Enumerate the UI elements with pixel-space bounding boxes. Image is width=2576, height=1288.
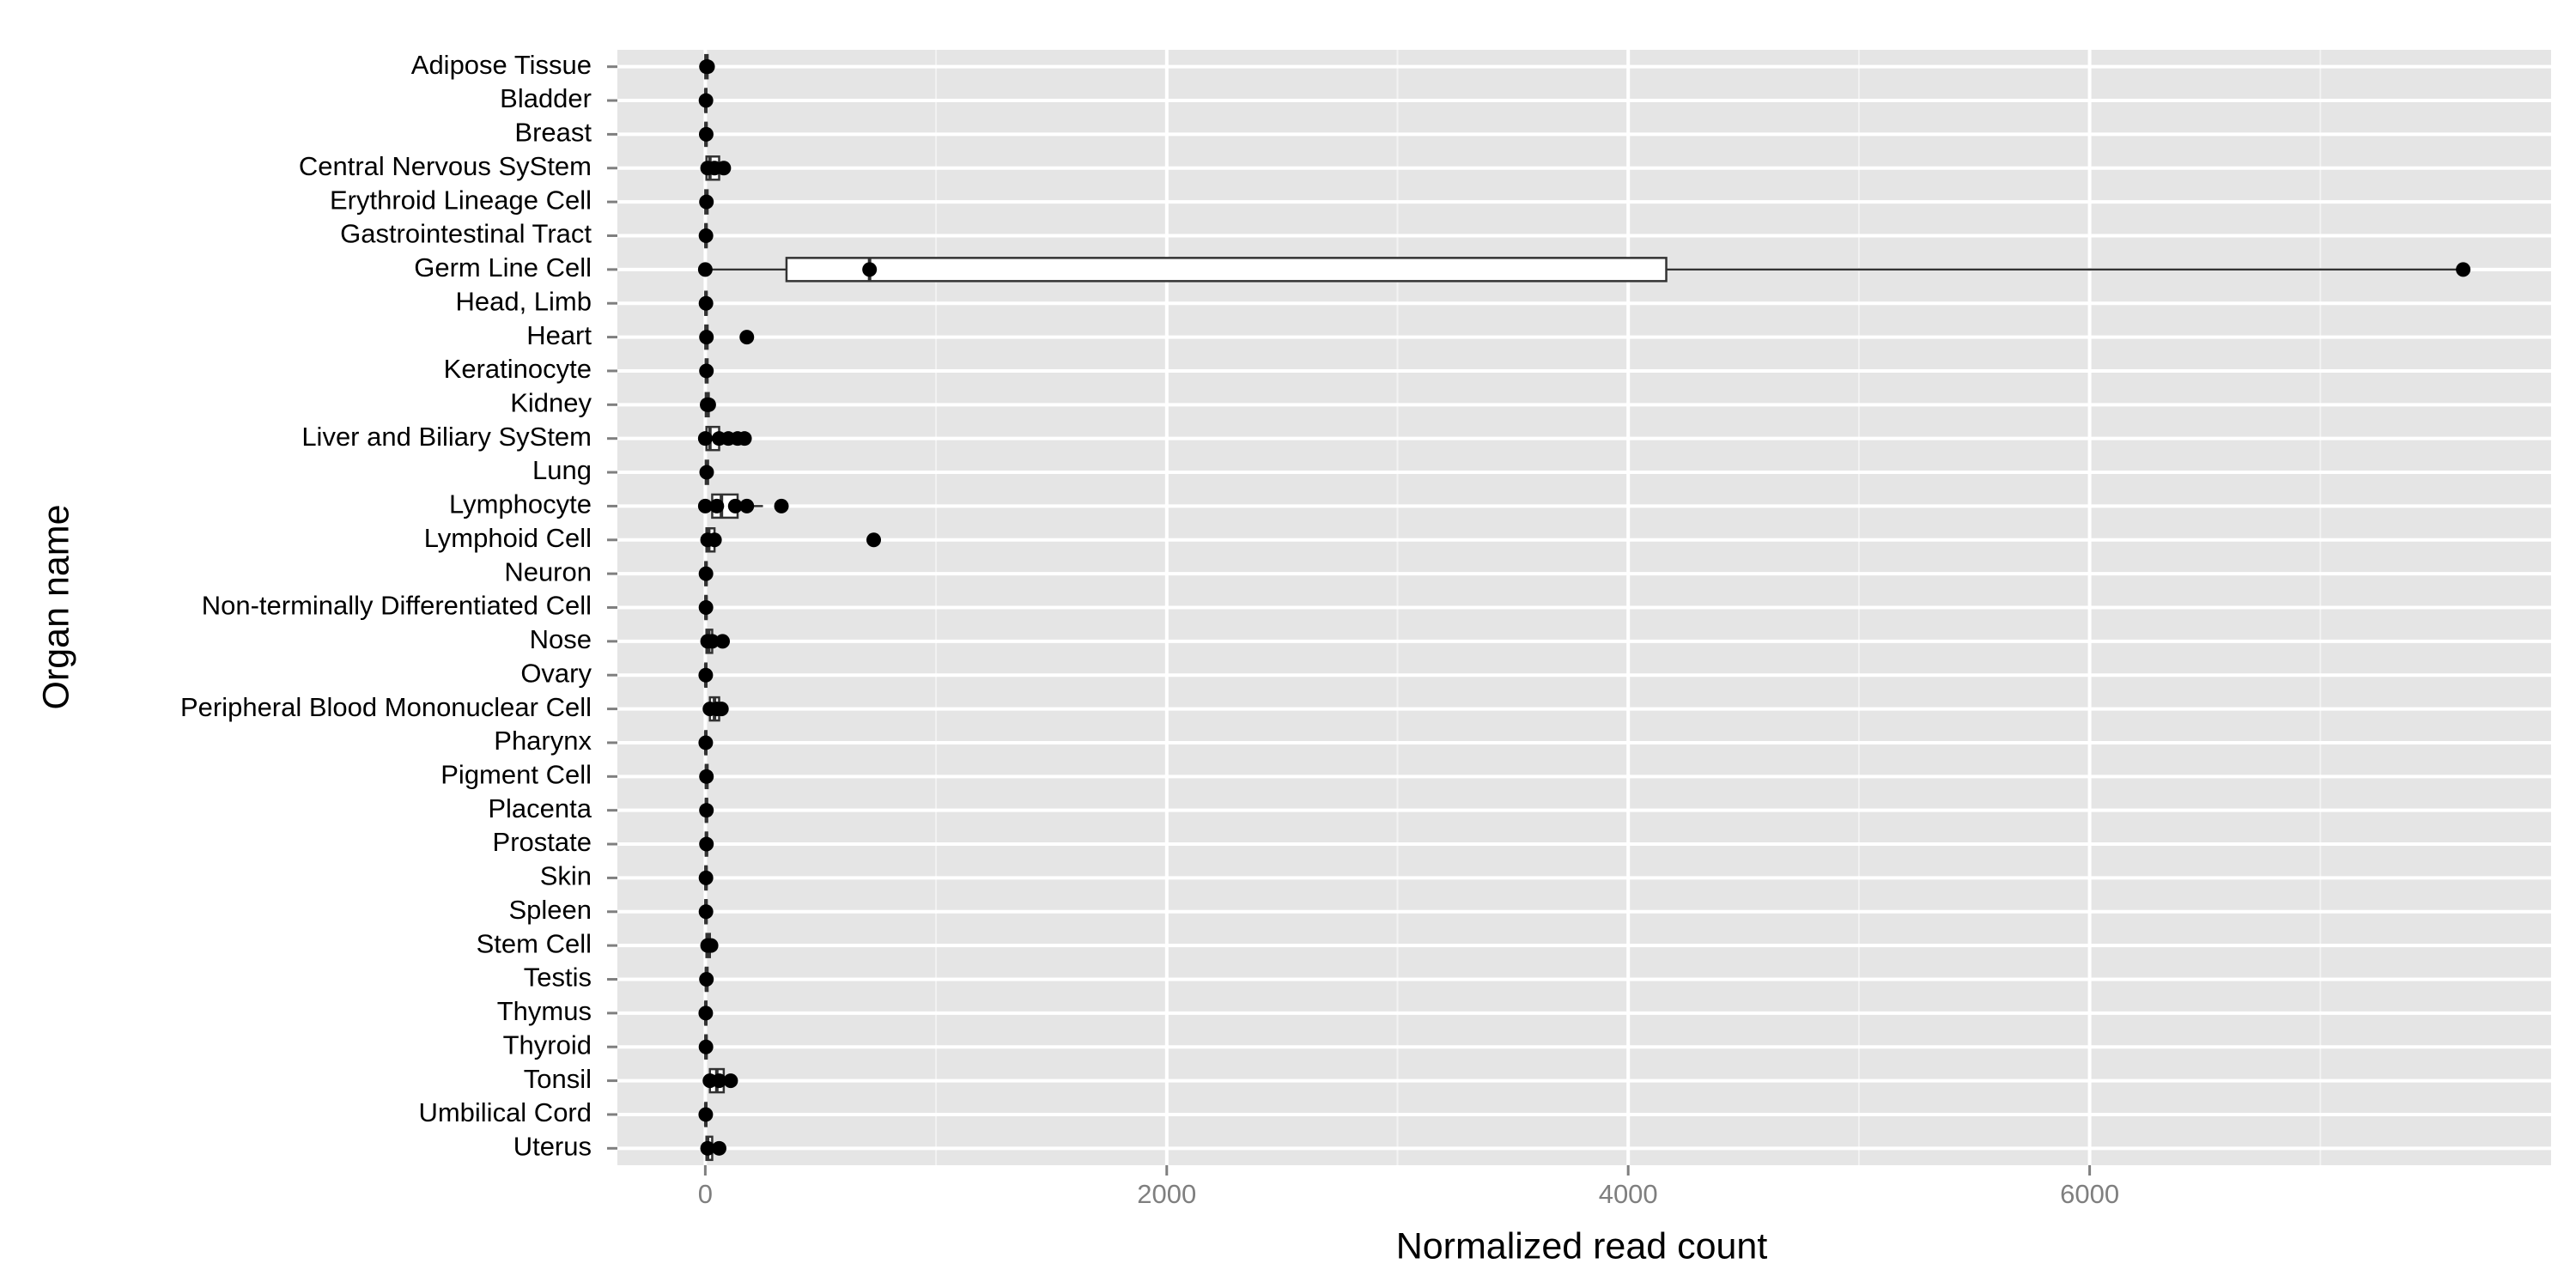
point	[707, 532, 722, 548]
point	[698, 870, 714, 885]
point	[701, 397, 716, 412]
point	[723, 1073, 738, 1089]
point	[739, 330, 755, 345]
point	[699, 972, 714, 987]
point	[698, 904, 714, 920]
y-tick-label: Umbilical Cord	[418, 1097, 592, 1127]
y-tick-label: Thymus	[497, 996, 592, 1026]
y-tick-label: Testis	[524, 963, 592, 993]
point	[711, 1073, 726, 1089]
point	[703, 938, 719, 953]
point	[698, 735, 714, 750]
y-tick-label: Head, Limb	[455, 286, 592, 316]
point	[709, 498, 725, 513]
point	[698, 1005, 714, 1021]
y-tick-label: Bladder	[500, 83, 592, 113]
point	[699, 769, 714, 784]
y-tick-label: Lymphoid Cell	[424, 523, 592, 553]
y-tick-label: Skin	[540, 861, 592, 891]
point	[699, 194, 714, 210]
y-tick-label: Adipose Tissue	[411, 50, 592, 80]
y-tick-label: Non-terminally Differentiated Cell	[202, 591, 592, 621]
point	[700, 1140, 715, 1156]
point	[697, 262, 713, 277]
point	[698, 295, 714, 311]
point	[711, 1140, 726, 1156]
point	[699, 836, 714, 852]
x-tick-label: 0	[698, 1179, 713, 1209]
point	[716, 161, 732, 176]
point	[737, 431, 752, 447]
point	[698, 228, 714, 243]
point	[714, 702, 729, 717]
y-tick-label: Ovary	[520, 658, 592, 688]
point	[774, 498, 789, 513]
point	[727, 498, 743, 513]
point	[699, 363, 714, 379]
box	[785, 257, 1668, 283]
y-tick-label: Heart	[526, 320, 592, 350]
y-tick-label: Uterus	[513, 1132, 592, 1162]
y-tick-label: Keratinocyte	[444, 354, 592, 384]
y-tick-label: Placenta	[488, 793, 592, 823]
point	[698, 1039, 714, 1054]
point	[698, 1107, 714, 1122]
y-tick-label: Liver and Biliary SyStem	[301, 422, 592, 452]
y-tick-label: Peripheral Blood Mononuclear Cell	[180, 692, 592, 722]
y-axis-title: Organ name	[35, 504, 76, 709]
point	[697, 498, 713, 513]
point	[704, 634, 720, 649]
x-tick-label: 6000	[2060, 1179, 2119, 1209]
y-tick-label: Lung	[532, 455, 592, 485]
y-tick-label: Neuron	[504, 556, 592, 586]
point	[699, 803, 714, 818]
y-tick-label: Pharynx	[494, 726, 592, 756]
point	[698, 93, 714, 108]
y-tick-label: Stem Cell	[477, 928, 592, 958]
y-tick-label: Pigment Cell	[440, 760, 592, 790]
y-tick-label: Nose	[530, 624, 592, 654]
point	[698, 600, 714, 615]
y-tick-label: Breast	[514, 118, 592, 148]
x-tick-label: 2000	[1137, 1179, 1196, 1209]
point	[698, 667, 714, 683]
y-tick-label: Central Nervous SyStem	[299, 151, 592, 181]
point	[739, 498, 755, 513]
y-tick-label: Kidney	[510, 388, 592, 418]
point	[866, 532, 882, 548]
point	[715, 634, 731, 649]
y-tick-label: Lymphocyte	[449, 489, 592, 519]
point	[2456, 262, 2471, 277]
point	[699, 330, 714, 345]
y-tick-label: Gastrointestinal Tract	[340, 219, 592, 249]
x-axis-title: Normalized read count	[1396, 1225, 1768, 1267]
y-tick-label: Spleen	[508, 895, 592, 925]
point	[698, 126, 714, 142]
y-tick-label: Erythroid Lineage Cell	[330, 185, 592, 215]
point	[697, 431, 713, 447]
y-tick-label: Thyroid	[503, 1030, 592, 1060]
point	[700, 59, 715, 75]
y-tick-label: Germ Line Cell	[414, 252, 592, 283]
y-tick-label: Tonsil	[524, 1064, 592, 1094]
point	[699, 465, 714, 480]
x-tick-label: 4000	[1599, 1179, 1658, 1209]
point	[862, 262, 878, 277]
y-tick-label: Prostate	[493, 827, 592, 857]
point	[698, 566, 714, 581]
